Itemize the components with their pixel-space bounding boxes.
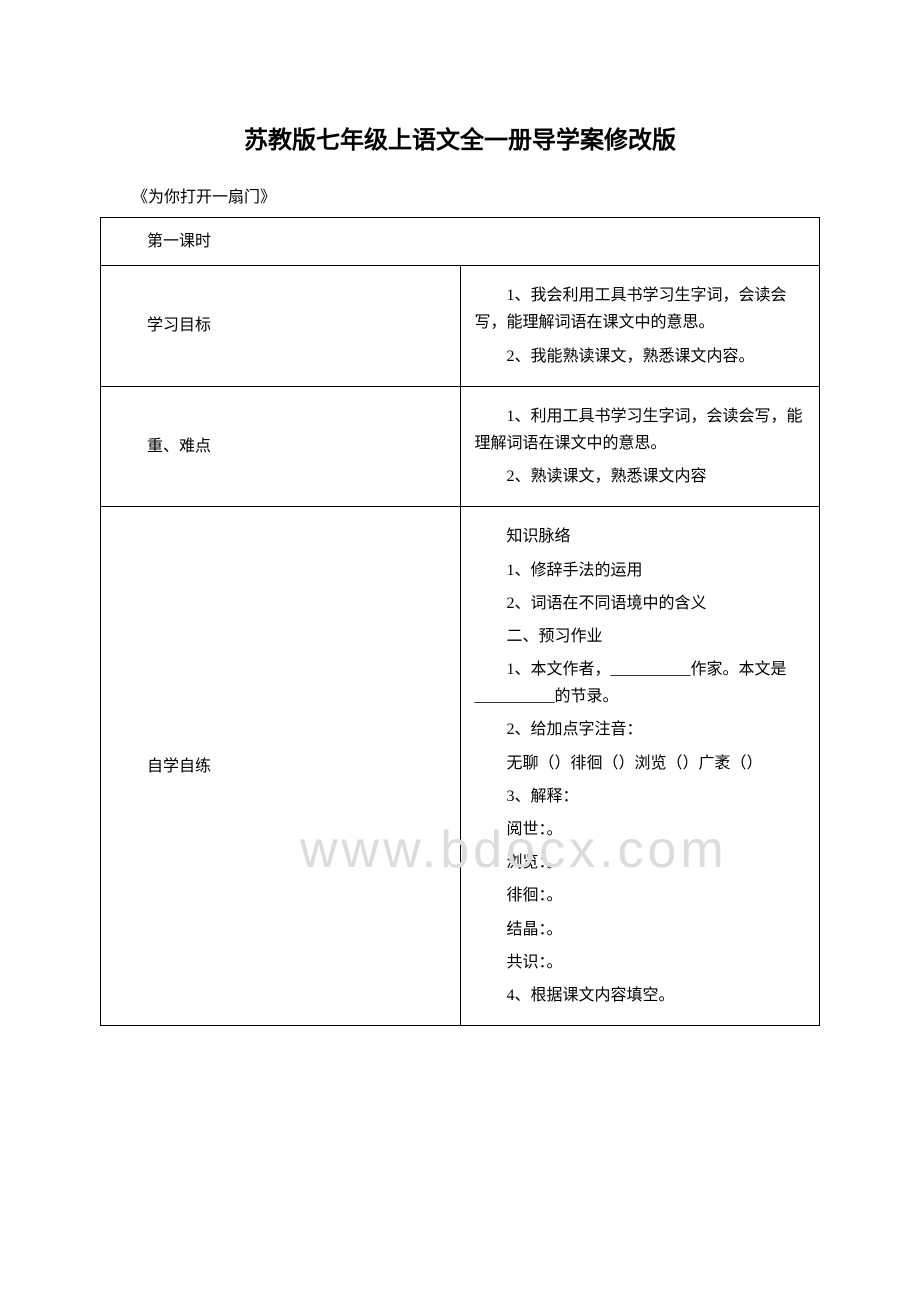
selfstudy-item: 二、预习作业 — [475, 623, 806, 650]
row-content-objectives: 1、我会利用工具书学习生字词，会读会写，能理解词语在课文中的意思。 2、我能熟读… — [460, 266, 820, 387]
document-subtitle: 《为你打开一扇门》 — [100, 183, 820, 207]
selfstudy-item: 共识：。 — [475, 949, 806, 976]
selfstudy-item: 结晶：。 — [475, 916, 806, 943]
selfstudy-item: 1、修辞手法的运用 — [475, 557, 806, 584]
row-content-difficulty: 1、利用工具书学习生字词，会读会写，能理解词语在课文中的意思。 2、熟读课文，熟… — [460, 386, 820, 507]
selfstudy-item: 无聊（）徘徊（）浏览（）广袤（） — [475, 750, 806, 777]
selfstudy-item: 2、词语在不同语境中的含义 — [475, 590, 806, 617]
row-label-difficulty: 重、难点 — [101, 386, 461, 507]
row-content-selfstudy: 知识脉络 1、修辞手法的运用 2、词语在不同语境中的含义 二、预习作业 1、本文… — [460, 507, 820, 1026]
selfstudy-item: 知识脉络 — [475, 523, 806, 550]
selfstudy-item: 4、根据课文内容填空。 — [475, 982, 806, 1009]
selfstudy-item: 浏览：。 — [475, 849, 806, 876]
table-row: 重、难点 1、利用工具书学习生字词，会读会写，能理解词语在课文中的意思。 2、熟… — [101, 386, 820, 507]
lesson-table: 第一课时 学习目标 1、我会利用工具书学习生字词，会读会写，能理解词语在课文中的… — [100, 217, 820, 1026]
difficulty-item: 1、利用工具书学习生字词，会读会写，能理解词语在课文中的意思。 — [475, 403, 806, 457]
row-label-objectives: 学习目标 — [101, 266, 461, 387]
difficulty-item: 2、熟读课文，熟悉课文内容 — [475, 463, 806, 490]
page-container: www.bdocx.com 苏教版七年级上语文全一册导学案修改版 《为你打开一扇… — [100, 120, 820, 1026]
table-row: 学习目标 1、我会利用工具书学习生字词，会读会写，能理解词语在课文中的意思。 2… — [101, 266, 820, 387]
selfstudy-item: 徘徊：。 — [475, 882, 806, 909]
selfstudy-item: 2、给加点字注音： — [475, 716, 806, 743]
row-label-selfstudy: 自学自练 — [101, 507, 461, 1026]
document-title: 苏教版七年级上语文全一册导学案修改版 — [100, 120, 820, 155]
lesson-header: 第一课时 — [101, 218, 820, 266]
selfstudy-item: 1、本文作者，__________作家。本文是__________的节录。 — [475, 656, 806, 710]
selfstudy-item: 3、解释： — [475, 783, 806, 810]
objective-item: 2、我能熟读课文，熟悉课文内容。 — [475, 343, 806, 370]
selfstudy-item: 阅世：。 — [475, 816, 806, 843]
table-header-row: 第一课时 — [101, 218, 820, 266]
table-row: 自学自练 知识脉络 1、修辞手法的运用 2、词语在不同语境中的含义 二、预习作业… — [101, 507, 820, 1026]
objective-item: 1、我会利用工具书学习生字词，会读会写，能理解词语在课文中的意思。 — [475, 282, 806, 336]
